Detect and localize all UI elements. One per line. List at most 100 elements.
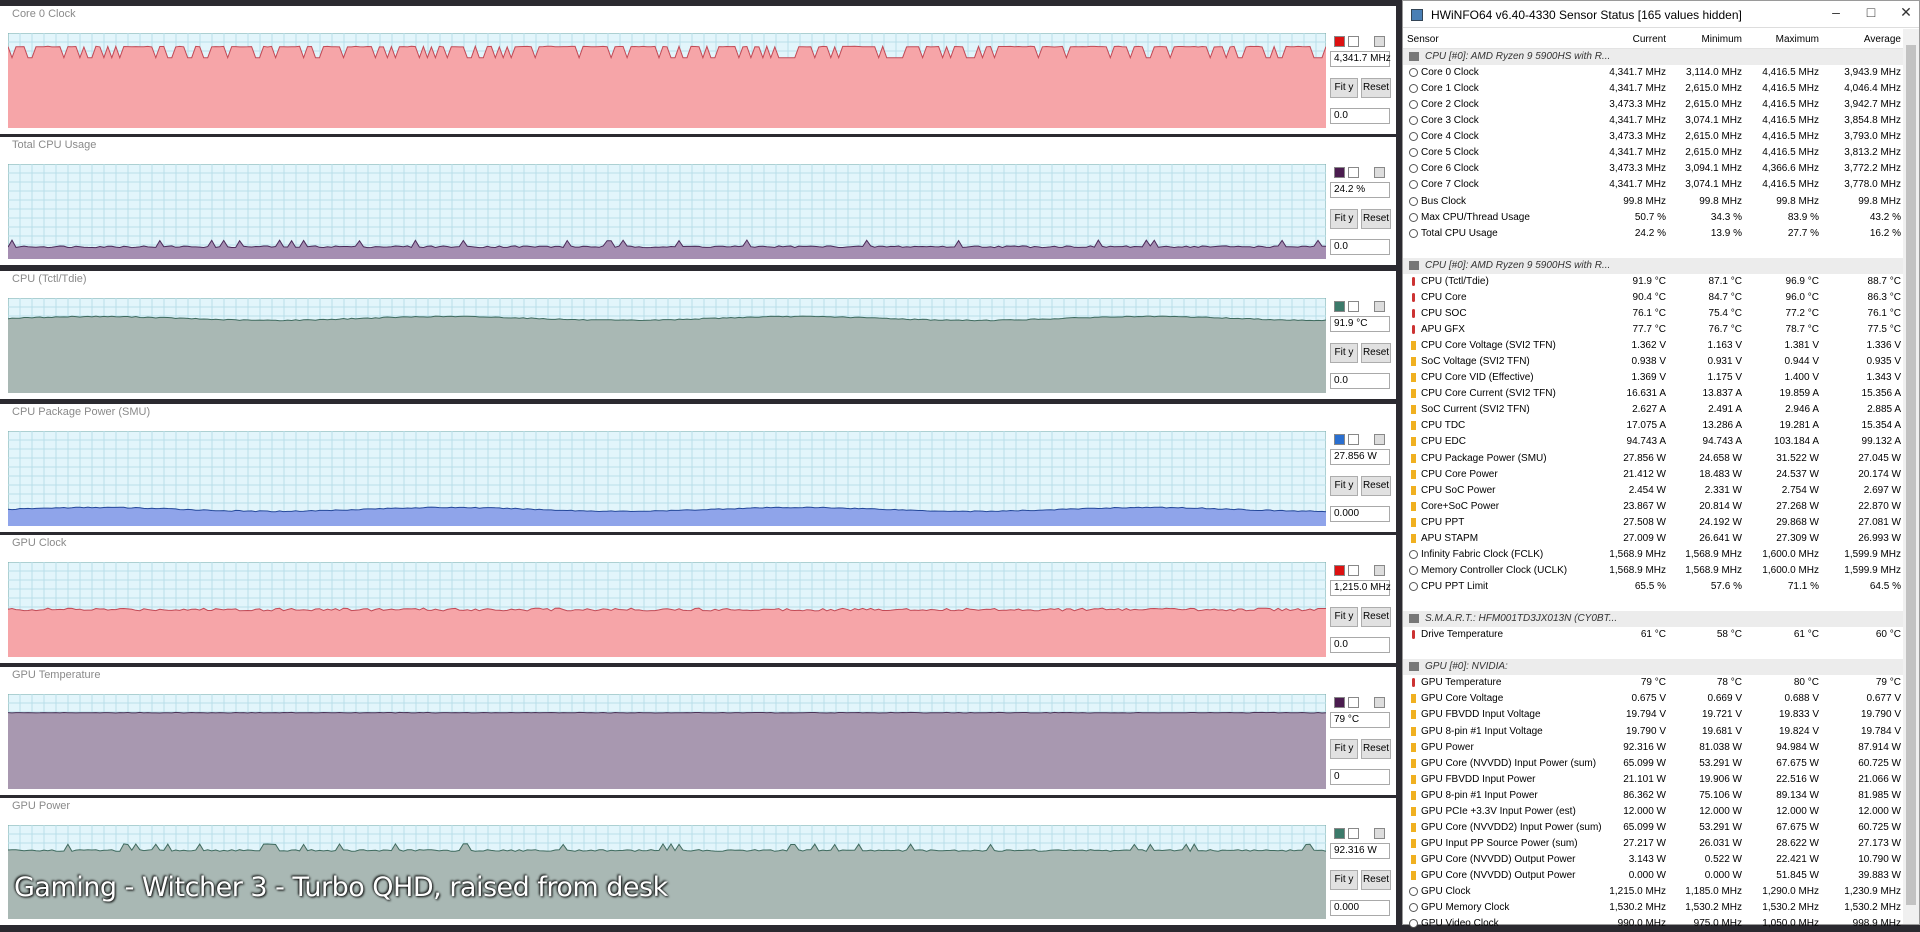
sensor-value: 24.2 % — [1634, 227, 1666, 239]
sensor-icon — [1409, 212, 1418, 222]
sensor-value: 0.522 W — [1704, 854, 1742, 865]
sensor-icon — [1409, 565, 1418, 575]
graph-fill — [8, 240, 1326, 259]
sensor-name: CPU (Tctl/Tdie) — [1421, 275, 1489, 287]
sensor-name: CPU Core Power — [1421, 468, 1498, 480]
reset-button[interactable]: Reset — [1361, 739, 1391, 759]
maximize-button[interactable]: □ — [1866, 4, 1876, 20]
sensor-value: 1,599.9 MHz — [1844, 548, 1901, 560]
sensor-name: CPU TDC — [1421, 420, 1466, 432]
minimum-value: 0.0 — [1330, 637, 1390, 653]
sensor-value: 88.7 °C — [1867, 275, 1901, 287]
minimize-button[interactable]: – — [1832, 4, 1840, 20]
reset-button[interactable]: Reset — [1361, 209, 1391, 229]
fit-y-button[interactable]: Fit y — [1330, 607, 1358, 627]
sensor-name: CPU SOC — [1421, 307, 1467, 319]
sensor-icon — [1411, 710, 1416, 720]
sensor-value: 21.066 W — [1858, 773, 1901, 785]
sensor-value: 86.3 °C — [1867, 291, 1901, 303]
sensor-name: Core 0 Clock — [1421, 67, 1479, 79]
sensor-value: 975.0 MHz — [1693, 918, 1742, 930]
sensor-name: Drive Temperature — [1421, 629, 1504, 641]
sensor-value: 13.837 A — [1702, 388, 1742, 400]
sensor-value: 94.984 W — [1776, 741, 1819, 753]
sensor-value: 27.508 W — [1623, 516, 1666, 528]
reset-button[interactable]: Reset — [1361, 78, 1391, 98]
sensor-value: 65.099 W — [1623, 757, 1666, 769]
sensor-value: 65.5 % — [1634, 580, 1666, 592]
sensor-icon — [1411, 871, 1416, 881]
reset-button[interactable]: Reset — [1361, 870, 1391, 890]
sensor-value: 1,215.0 MHz — [1609, 886, 1666, 898]
sensor-value: 19.784 V — [1860, 725, 1901, 737]
sensor-icon — [1411, 421, 1416, 431]
sensor-value: 26.031 W — [1699, 837, 1742, 849]
close-button[interactable]: ✕ — [1900, 4, 1912, 20]
sensor-value: 19.833 V — [1778, 709, 1819, 721]
sensor-value: 17.075 A — [1626, 420, 1666, 432]
swatch — [1348, 36, 1359, 47]
sensor-icon — [1409, 148, 1418, 158]
sensor-value: 19.859 A — [1779, 388, 1819, 400]
sensor-value: 3,942.7 MHz — [1844, 99, 1901, 111]
fit-y-button[interactable]: Fit y — [1330, 78, 1358, 98]
sensor-value: 12.000 W — [1699, 805, 1742, 817]
sensor-value: 1,568.9 MHz — [1685, 548, 1742, 560]
sensor-value: 75.106 W — [1699, 789, 1742, 801]
sensor-value: 24.537 W — [1776, 468, 1819, 480]
sensor-value: 4,046.4 MHz — [1844, 83, 1901, 95]
sensor-value: 3,943.9 MHz — [1844, 67, 1901, 79]
sensor-name: GPU FBVDD Input Power — [1421, 773, 1536, 785]
color-swatch — [1334, 36, 1345, 47]
fit-y-button[interactable]: Fit y — [1330, 343, 1358, 363]
fit-y-button[interactable]: Fit y — [1330, 870, 1358, 890]
reset-button[interactable]: Reset — [1361, 607, 1391, 627]
fit-y-button[interactable]: Fit y — [1330, 209, 1358, 229]
sensor-value: 4,416.5 MHz — [1762, 67, 1819, 79]
sensor-value: 0.944 V — [1784, 356, 1819, 368]
sensor-value: 1.163 V — [1707, 340, 1742, 352]
sensor-value: 1,600.0 MHz — [1762, 548, 1819, 560]
sensor-value: 71.1 % — [1787, 580, 1819, 592]
sensor-value: 43.2 % — [1869, 211, 1901, 223]
sensor-value: 80 °C — [1793, 677, 1819, 689]
sensor-value: 96.9 °C — [1785, 275, 1819, 287]
sensor-value: 1.336 V — [1866, 340, 1901, 352]
graph-fill — [8, 316, 1326, 393]
sensor-value: 2,615.0 MHz — [1685, 83, 1742, 95]
sensor-value: 76.1 °C — [1867, 307, 1901, 319]
graph-title: GPU Power — [12, 800, 71, 812]
sensor-value: 2,615.0 MHz — [1685, 99, 1742, 111]
group-name: GPU [#0]: NVIDIA: — [1425, 661, 1508, 673]
sensor-value: 22.516 W — [1776, 773, 1819, 785]
reset-button[interactable]: Reset — [1361, 476, 1391, 496]
graph-line — [8, 842, 1326, 853]
sensor-icon — [1409, 100, 1418, 110]
sensor-value: 3,473.3 MHz — [1609, 99, 1666, 111]
sensor-value: 4,416.5 MHz — [1762, 83, 1819, 95]
sensor-value: 99.8 MHz — [1699, 195, 1742, 207]
sensor-value: 99.8 MHz — [1623, 195, 1666, 207]
sensor-value: 19.794 V — [1625, 709, 1666, 721]
sensor-value: 27.081 W — [1858, 516, 1901, 528]
swatch — [1374, 301, 1385, 312]
sensor-icon — [1412, 630, 1415, 640]
fit-y-button[interactable]: Fit y — [1330, 476, 1358, 496]
sensor-icon — [1411, 453, 1416, 463]
sensor-value: 21.101 W — [1623, 773, 1666, 785]
sensor-value: 4,341.7 MHz — [1609, 83, 1666, 95]
sensor-value: 0.935 V — [1866, 356, 1901, 368]
sensor-icon — [1409, 180, 1418, 190]
sensor-name: GPU Video Clock — [1421, 918, 1499, 930]
sensor-value: 19.906 W — [1699, 773, 1742, 785]
sensor-value: 27.856 W — [1623, 452, 1666, 464]
sensor-value: 75.4 °C — [1708, 307, 1742, 319]
sensor-value: 1,568.9 MHz — [1609, 548, 1666, 560]
graph-window: CPU (Tctl/Tdie) 91.9 °C Fit y Reset 0.0 — [0, 271, 1396, 399]
fit-y-button[interactable]: Fit y — [1330, 739, 1358, 759]
color-swatch — [1334, 697, 1345, 708]
sensor-value: 78 °C — [1716, 677, 1742, 689]
graph-area — [8, 164, 1326, 259]
sensor-value: 92.316 W — [1623, 741, 1666, 753]
reset-button[interactable]: Reset — [1361, 343, 1391, 363]
